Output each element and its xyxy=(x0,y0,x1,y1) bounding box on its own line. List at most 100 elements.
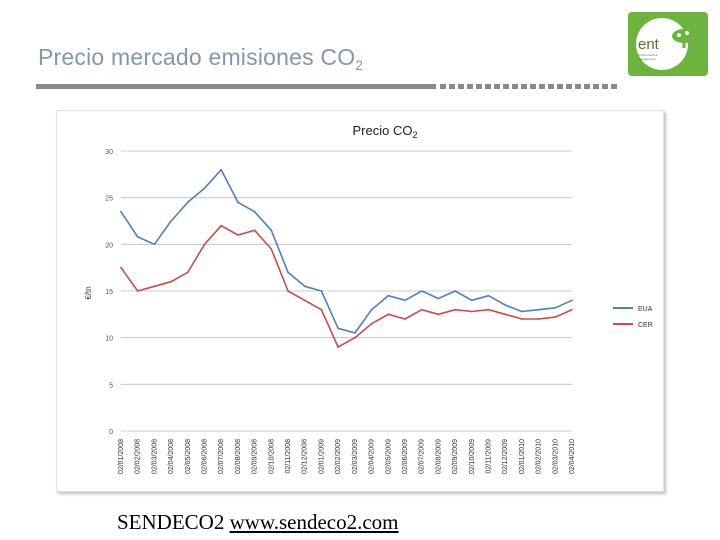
y-tick-labels: 0 5 10 15 20 25 30 xyxy=(105,149,113,436)
data-point-cer xyxy=(136,290,139,292)
data-point-eua xyxy=(320,290,323,292)
data-point-cer xyxy=(320,308,323,311)
data-point-eua xyxy=(404,299,406,302)
data-point-eua xyxy=(337,327,340,330)
data-point-cer xyxy=(404,318,406,320)
data-point-eua xyxy=(136,235,139,238)
data-point-cer xyxy=(437,313,440,316)
data-point-eua xyxy=(170,220,173,222)
legend-label-cer: CER xyxy=(638,322,653,329)
x-tick-label: 02/04/2010 xyxy=(569,439,576,474)
data-point-cer xyxy=(571,308,573,311)
x-tick-label: 02/02/2008 xyxy=(135,439,142,474)
data-point-eua xyxy=(420,290,423,292)
y-tick-label: 5 xyxy=(109,382,113,389)
x-tick-label: 02/04/2008 xyxy=(168,439,175,474)
title-rule-dashed xyxy=(440,84,620,89)
legend: EUA CER xyxy=(613,306,653,329)
x-tick-label: 02/09/2008 xyxy=(252,439,259,474)
data-point-cer xyxy=(554,316,557,319)
data-point-eua xyxy=(554,306,557,309)
data-point-eua xyxy=(353,332,356,334)
chart-title-subscript: 2 xyxy=(412,130,417,140)
data-point-eua xyxy=(253,210,256,213)
x-tick-label: 02/08/2009 xyxy=(435,439,442,474)
data-point-eua xyxy=(237,201,239,204)
x-tick-label: 02/12/2008 xyxy=(302,439,309,474)
data-point-cer xyxy=(504,313,507,316)
x-tick-label: 02/06/2008 xyxy=(202,439,209,474)
data-point-cer xyxy=(520,318,523,320)
data-point-eua xyxy=(370,308,373,311)
x-tick-label: 02/01/2008 xyxy=(118,439,125,474)
x-tick-label: 02/02/2009 xyxy=(335,439,342,474)
y-tick-label: 30 xyxy=(105,149,113,156)
data-point-cer xyxy=(303,299,306,302)
slide-title-subscript: 2 xyxy=(355,57,364,73)
data-point-eua xyxy=(520,310,523,313)
y-tick-label: 20 xyxy=(105,242,113,249)
data-point-eua xyxy=(303,285,306,288)
data-point-cer xyxy=(454,308,456,311)
source-link[interactable]: www.sendeco2.com xyxy=(229,510,399,534)
data-point-cer xyxy=(387,313,390,316)
slide-title-main: Precio mercado emisiones CO xyxy=(38,44,356,70)
x-tick-label: 02/06/2009 xyxy=(402,439,409,474)
x-tick-label: 02/10/2008 xyxy=(268,439,275,474)
title-rule-solid xyxy=(36,84,436,89)
x-tick-label: 02/11/2009 xyxy=(485,439,492,474)
data-point-cer xyxy=(370,322,373,325)
y-axis-label: €/tn xyxy=(84,286,93,299)
data-point-eua xyxy=(387,294,390,297)
data-point-eua xyxy=(487,294,490,297)
grid-layer xyxy=(121,150,572,432)
source-caption: SENDECO2 www.sendeco2.com xyxy=(117,510,399,535)
y-tick-label: 15 xyxy=(105,289,113,296)
data-point-eua xyxy=(454,290,456,292)
series-layer xyxy=(120,168,573,348)
series-line-eua xyxy=(120,168,573,334)
x-tick-label: 02/09/2009 xyxy=(452,439,459,474)
tree-icon xyxy=(672,29,696,48)
x-tick-label: 02/01/2010 xyxy=(519,439,526,474)
series-line-cer xyxy=(120,224,573,348)
y-tick-label: 10 xyxy=(105,336,113,343)
x-tick-label: 02/12/2009 xyxy=(502,439,509,474)
x-tick-label: 02/03/2009 xyxy=(352,439,359,474)
ent-logo: ent environment & management xyxy=(628,12,708,76)
data-point-cer xyxy=(237,234,239,236)
data-point-cer xyxy=(470,310,473,313)
x-tick-label: 02/07/2009 xyxy=(419,439,426,474)
data-point-cer xyxy=(270,248,273,250)
data-point-eua xyxy=(120,210,122,213)
data-point-cer xyxy=(287,290,289,292)
data-point-cer xyxy=(186,271,189,274)
x-tick-label: 02/04/2009 xyxy=(369,439,376,474)
caption-source: SENDECO2 xyxy=(117,510,225,534)
y-tick-label: 0 xyxy=(109,429,113,436)
data-point-eua xyxy=(504,304,507,306)
x-tick-label: 02/02/2010 xyxy=(536,439,543,474)
data-point-eua xyxy=(153,243,156,246)
data-point-eua xyxy=(186,201,189,204)
x-tick-label: 02/07/2008 xyxy=(218,439,225,474)
x-tick-label: 02/03/2008 xyxy=(151,439,158,474)
data-point-eua xyxy=(287,271,289,274)
x-tick-label: 02/05/2009 xyxy=(385,439,392,474)
x-tick-labels: 02/01/2008 02/02/2008 02/03/2008 02/04/2008… xyxy=(118,439,576,474)
logo-circle xyxy=(636,18,688,70)
x-tick-label: 02/05/2008 xyxy=(185,439,192,474)
data-point-cer xyxy=(487,308,490,311)
y-tick-label: 25 xyxy=(105,196,113,203)
data-point-eua xyxy=(571,299,573,302)
x-tick-label: 02/08/2008 xyxy=(235,439,242,474)
data-point-cer xyxy=(353,336,356,339)
x-tick-label: 02/03/2010 xyxy=(552,439,559,474)
data-point-eua xyxy=(470,299,473,302)
x-tick-label: 02/11/2008 xyxy=(285,439,292,474)
data-point-eua xyxy=(270,229,273,232)
data-point-cer xyxy=(120,266,122,269)
data-point-eua xyxy=(203,187,206,190)
x-tick-label: 02/10/2009 xyxy=(469,439,476,474)
